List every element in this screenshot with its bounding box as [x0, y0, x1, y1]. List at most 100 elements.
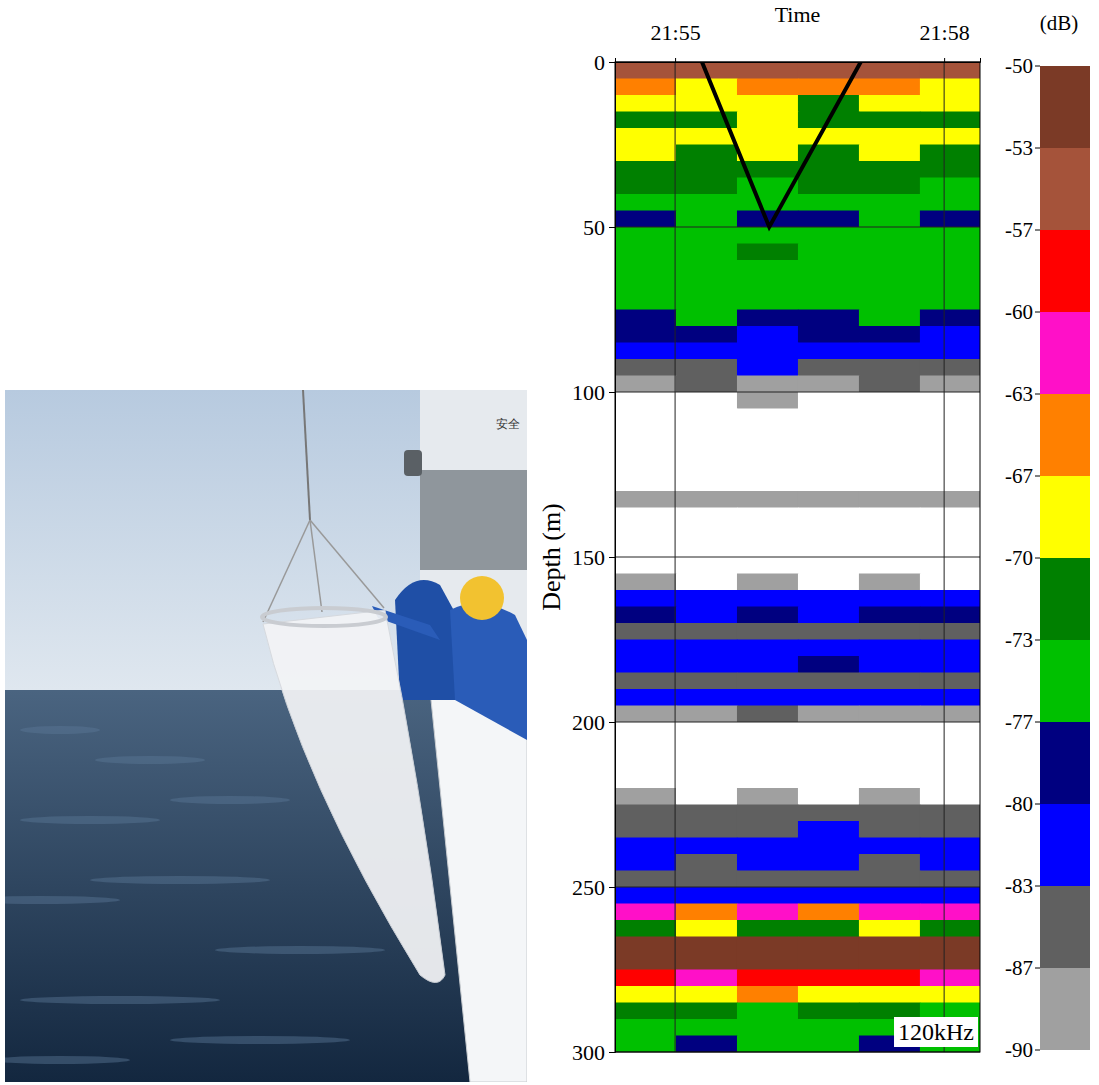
cell — [859, 821, 920, 838]
cell — [859, 277, 920, 294]
cell — [737, 871, 798, 888]
y-tick-mark — [609, 392, 615, 393]
cell — [737, 359, 798, 376]
colorbar-band — [1040, 968, 1090, 1050]
cell — [737, 986, 798, 1003]
cell — [859, 260, 920, 277]
x-tick: 21:58 — [920, 20, 970, 62]
y-tick-label: 50 — [583, 215, 605, 240]
colorbar-tick — [1035, 558, 1040, 559]
cell — [737, 1036, 798, 1053]
cell — [859, 557, 920, 574]
cell — [676, 1036, 737, 1053]
cell — [615, 161, 676, 178]
cell — [676, 854, 737, 871]
cell — [798, 343, 859, 360]
cell — [615, 128, 676, 145]
cell — [737, 475, 798, 492]
cell — [859, 326, 920, 343]
cell — [798, 920, 859, 937]
cell — [859, 986, 920, 1003]
colorbar-band — [1040, 148, 1090, 230]
cell — [920, 739, 980, 756]
cell — [859, 211, 920, 228]
photo-ship-window — [420, 470, 527, 570]
cell — [737, 689, 798, 706]
cell — [859, 178, 920, 195]
grid-line-y — [615, 227, 980, 228]
cell — [859, 458, 920, 475]
colorbar-band — [1040, 886, 1090, 968]
cell — [798, 310, 859, 327]
cell — [798, 409, 859, 426]
cell — [798, 62, 859, 79]
colorbar-band — [1040, 804, 1090, 886]
cell — [676, 293, 737, 310]
cell — [859, 904, 920, 921]
cell — [859, 95, 920, 112]
cell — [737, 260, 798, 277]
grid-line-x — [944, 62, 945, 1052]
cell — [676, 244, 737, 261]
cell — [798, 277, 859, 294]
cell — [615, 392, 676, 409]
cell — [920, 194, 980, 211]
cell — [737, 128, 798, 145]
colorbar-title: (dB) — [1040, 11, 1079, 35]
cell — [676, 739, 737, 756]
cell — [615, 293, 676, 310]
cell — [798, 293, 859, 310]
cell — [737, 755, 798, 772]
cell — [676, 458, 737, 475]
cell — [859, 722, 920, 739]
colorbar-tick — [1035, 722, 1040, 723]
cell — [798, 1036, 859, 1053]
cell — [798, 739, 859, 756]
cell — [615, 376, 676, 393]
photo-net — [263, 610, 445, 983]
cell — [798, 326, 859, 343]
y-tick: 100 — [572, 380, 615, 405]
y-axis-line — [609, 63, 616, 1053]
cell — [798, 623, 859, 640]
cell — [859, 227, 920, 244]
cell — [615, 1019, 676, 1036]
cell — [920, 442, 980, 459]
cell — [859, 673, 920, 690]
cell — [798, 788, 859, 805]
x-tick-label: 21:55 — [651, 20, 701, 45]
photo-wave — [95, 756, 205, 764]
cell — [920, 805, 980, 822]
cell — [920, 607, 980, 624]
cell — [798, 227, 859, 244]
cell — [798, 821, 859, 838]
cell — [859, 376, 920, 393]
grid-line-y — [615, 722, 980, 723]
cell — [615, 326, 676, 343]
photo-wave — [170, 1036, 350, 1044]
cell — [859, 590, 920, 607]
cell — [615, 739, 676, 756]
cell — [798, 689, 859, 706]
cell — [737, 62, 798, 79]
photo-wave — [170, 796, 290, 804]
cell — [676, 706, 737, 723]
y-tick: 250 — [572, 875, 615, 900]
cell — [859, 887, 920, 904]
cell — [859, 970, 920, 987]
cell — [920, 161, 980, 178]
tow-line — [702, 62, 861, 227]
cell — [920, 986, 980, 1003]
cell — [798, 260, 859, 277]
colorbar-tick — [1035, 476, 1040, 477]
cell — [676, 211, 737, 228]
colorbar-tick-label: -80 — [1005, 792, 1033, 816]
cell — [676, 359, 737, 376]
cell — [920, 887, 980, 904]
cell — [920, 359, 980, 376]
cell — [798, 574, 859, 591]
cell — [798, 656, 859, 673]
cell — [737, 326, 798, 343]
cell — [676, 442, 737, 459]
cell — [798, 194, 859, 211]
